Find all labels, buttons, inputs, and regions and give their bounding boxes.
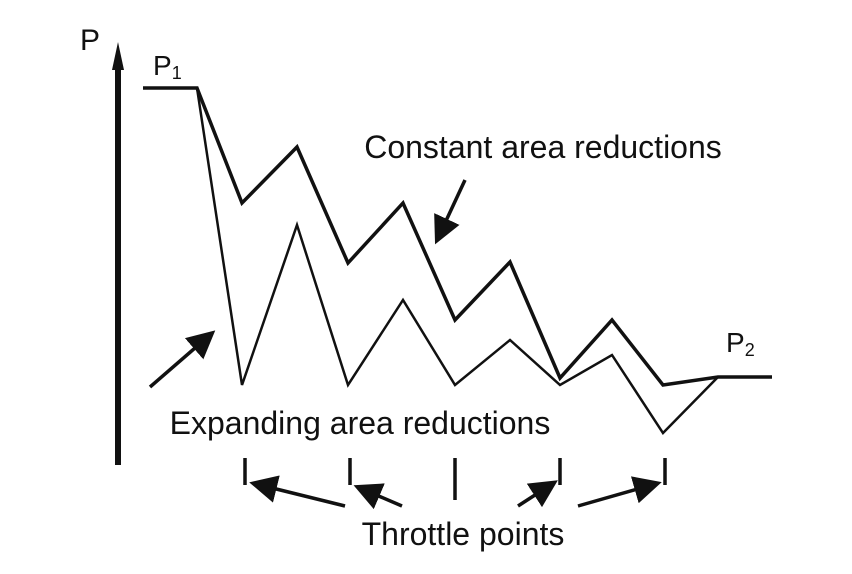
- throttle-label: Throttle points: [362, 516, 565, 552]
- start-label: P1: [153, 50, 182, 83]
- expanding-curve: [195, 87, 719, 435]
- axis-label: P: [80, 24, 100, 57]
- throttle-markers: [243, 458, 667, 510]
- end-label: P2: [726, 327, 755, 360]
- constant-curve: [143, 86, 772, 387]
- expanding-label: Expanding area reductions: [170, 405, 551, 441]
- constant-arrow: [434, 179, 467, 245]
- axis-arrow: [112, 42, 124, 70]
- expanding-arrow: [148, 330, 216, 389]
- constant-label: Constant area reductions: [364, 129, 722, 165]
